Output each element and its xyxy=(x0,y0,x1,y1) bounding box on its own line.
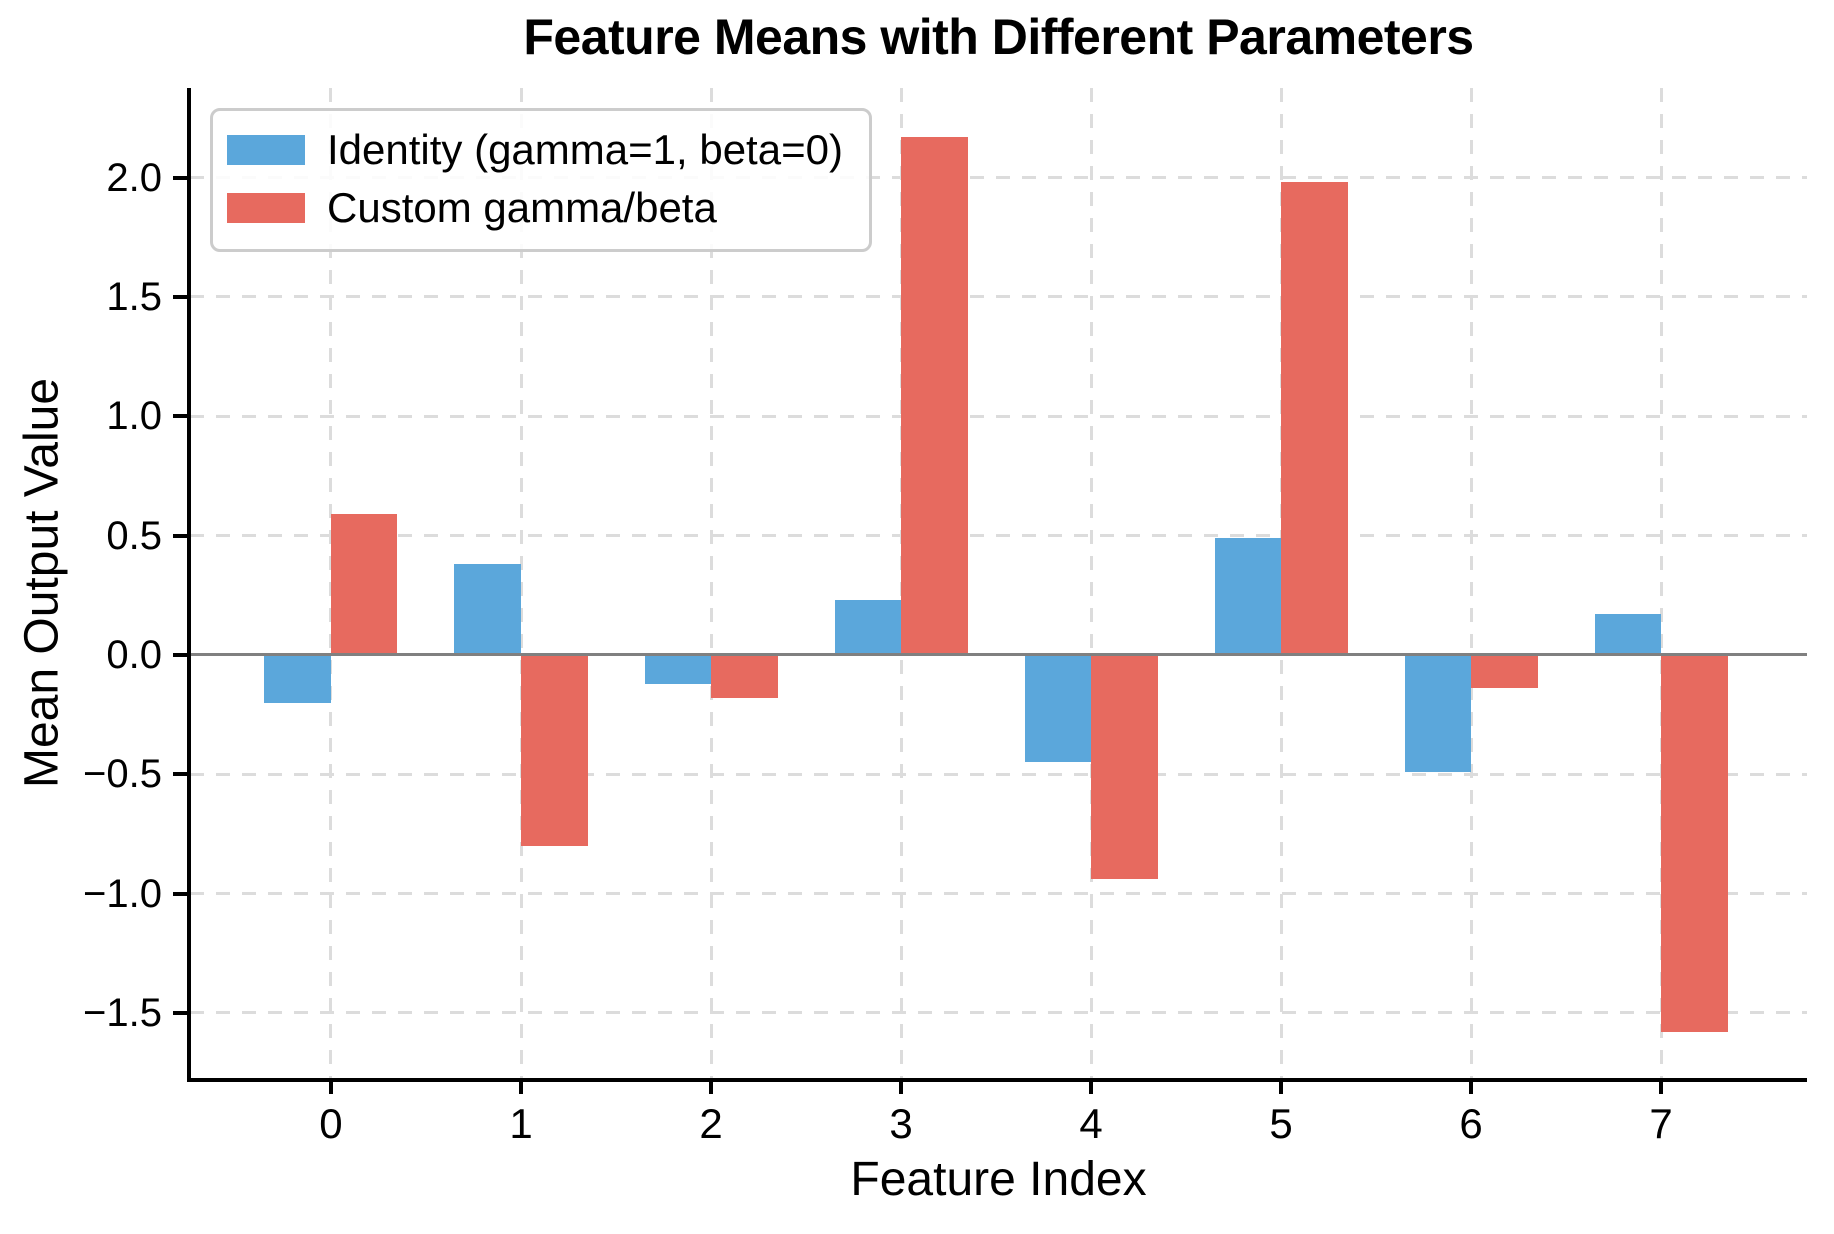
y-tick-label: −0.5 xyxy=(83,752,162,797)
gridline-vertical xyxy=(1659,88,1663,1079)
bar-identity-3 xyxy=(834,599,902,655)
x-tick-label: 4 xyxy=(1079,1100,1103,1147)
bar-custom-4 xyxy=(1091,654,1158,880)
legend-label-identity: Identity (gamma=1, beta=0) xyxy=(327,126,843,173)
bar-identity-2 xyxy=(644,654,711,684)
y-tick-mark xyxy=(173,294,187,299)
y-tick-label: −1.0 xyxy=(83,871,162,916)
legend-row-custom: Custom gamma/beta xyxy=(227,184,843,232)
bar-custom-7 xyxy=(1661,654,1728,1032)
bar-identity-1 xyxy=(454,564,521,655)
x-tick-mark xyxy=(899,1080,904,1094)
gridline-horizontal xyxy=(190,892,1807,896)
bar-custom-3 xyxy=(901,136,968,655)
legend: Identity (gamma=1, beta=0) Custom gamma/… xyxy=(210,108,872,252)
bar-identity-7 xyxy=(1594,614,1662,655)
bar-custom-2 xyxy=(711,654,778,698)
x-tick-mark xyxy=(1659,1080,1664,1094)
y-tick-mark xyxy=(173,652,187,657)
gridline-horizontal xyxy=(190,772,1807,776)
y-tick-mark xyxy=(173,414,187,419)
x-tick-mark xyxy=(1089,1080,1094,1094)
bar-identity-6 xyxy=(1404,654,1472,772)
gridline-vertical xyxy=(1089,88,1093,1079)
chart-title: Feature Means with Different Parameters xyxy=(523,9,1474,65)
x-tick-label: 6 xyxy=(1459,1100,1483,1147)
y-tick-label: 0.5 xyxy=(106,513,162,558)
gridline-vertical xyxy=(709,88,713,1079)
legend-swatch-custom xyxy=(227,193,305,223)
y-axis-label: Mean Output Value xyxy=(15,377,69,789)
gridline-vertical xyxy=(1469,88,1473,1079)
y-tick-label: 1.0 xyxy=(106,394,162,439)
y-tick-mark xyxy=(173,533,187,538)
gridline-horizontal xyxy=(190,534,1807,538)
x-tick-label: 7 xyxy=(1649,1100,1673,1147)
plot-area: Identity (gamma=1, beta=0) Custom gamma/… xyxy=(187,88,1807,1082)
legend-row-identity: Identity (gamma=1, beta=0) xyxy=(227,126,843,174)
gridline-horizontal xyxy=(190,176,1807,179)
legend-label-custom: Custom gamma/beta xyxy=(327,184,717,231)
gridline-vertical xyxy=(519,88,523,1079)
y-tick-mark xyxy=(173,772,187,777)
x-tick-mark xyxy=(1469,1080,1474,1094)
x-tick-label: 2 xyxy=(699,1100,723,1147)
x-tick-label: 3 xyxy=(889,1100,913,1147)
x-tick-mark xyxy=(519,1080,523,1094)
zero-line xyxy=(190,653,1807,657)
gridline-horizontal xyxy=(190,1011,1807,1015)
y-tick-mark xyxy=(173,891,187,896)
bar-identity-0 xyxy=(264,654,331,703)
bar-custom-1 xyxy=(521,654,588,846)
y-tick-label: −1.5 xyxy=(83,990,162,1035)
bar-identity-5 xyxy=(1214,537,1282,655)
legend-swatch-identity xyxy=(227,135,305,165)
bar-identity-4 xyxy=(1024,654,1092,763)
y-tick-mark xyxy=(173,175,187,180)
y-tick-label: 0.0 xyxy=(106,632,162,677)
y-tick-label: 2.0 xyxy=(106,155,162,200)
gridline-horizontal xyxy=(190,414,1807,418)
x-axis-spine xyxy=(187,1078,1807,1082)
y-tick-label: 1.5 xyxy=(106,274,162,319)
x-tick-label: 5 xyxy=(1269,1100,1293,1147)
x-tick-label: 1 xyxy=(509,1100,533,1147)
y-axis-spine xyxy=(187,88,191,1079)
x-tick-mark xyxy=(709,1080,713,1094)
gridline-horizontal xyxy=(190,295,1807,299)
y-tick-mark xyxy=(173,1010,187,1015)
bar-custom-5 xyxy=(1281,182,1348,655)
x-axis-label: Feature Index xyxy=(850,1153,1147,1206)
x-tick-mark xyxy=(328,1080,333,1094)
x-tick-label: 0 xyxy=(319,1100,343,1147)
bar-custom-0 xyxy=(330,514,398,655)
bar-custom-6 xyxy=(1471,654,1538,689)
x-tick-mark xyxy=(1279,1080,1284,1094)
